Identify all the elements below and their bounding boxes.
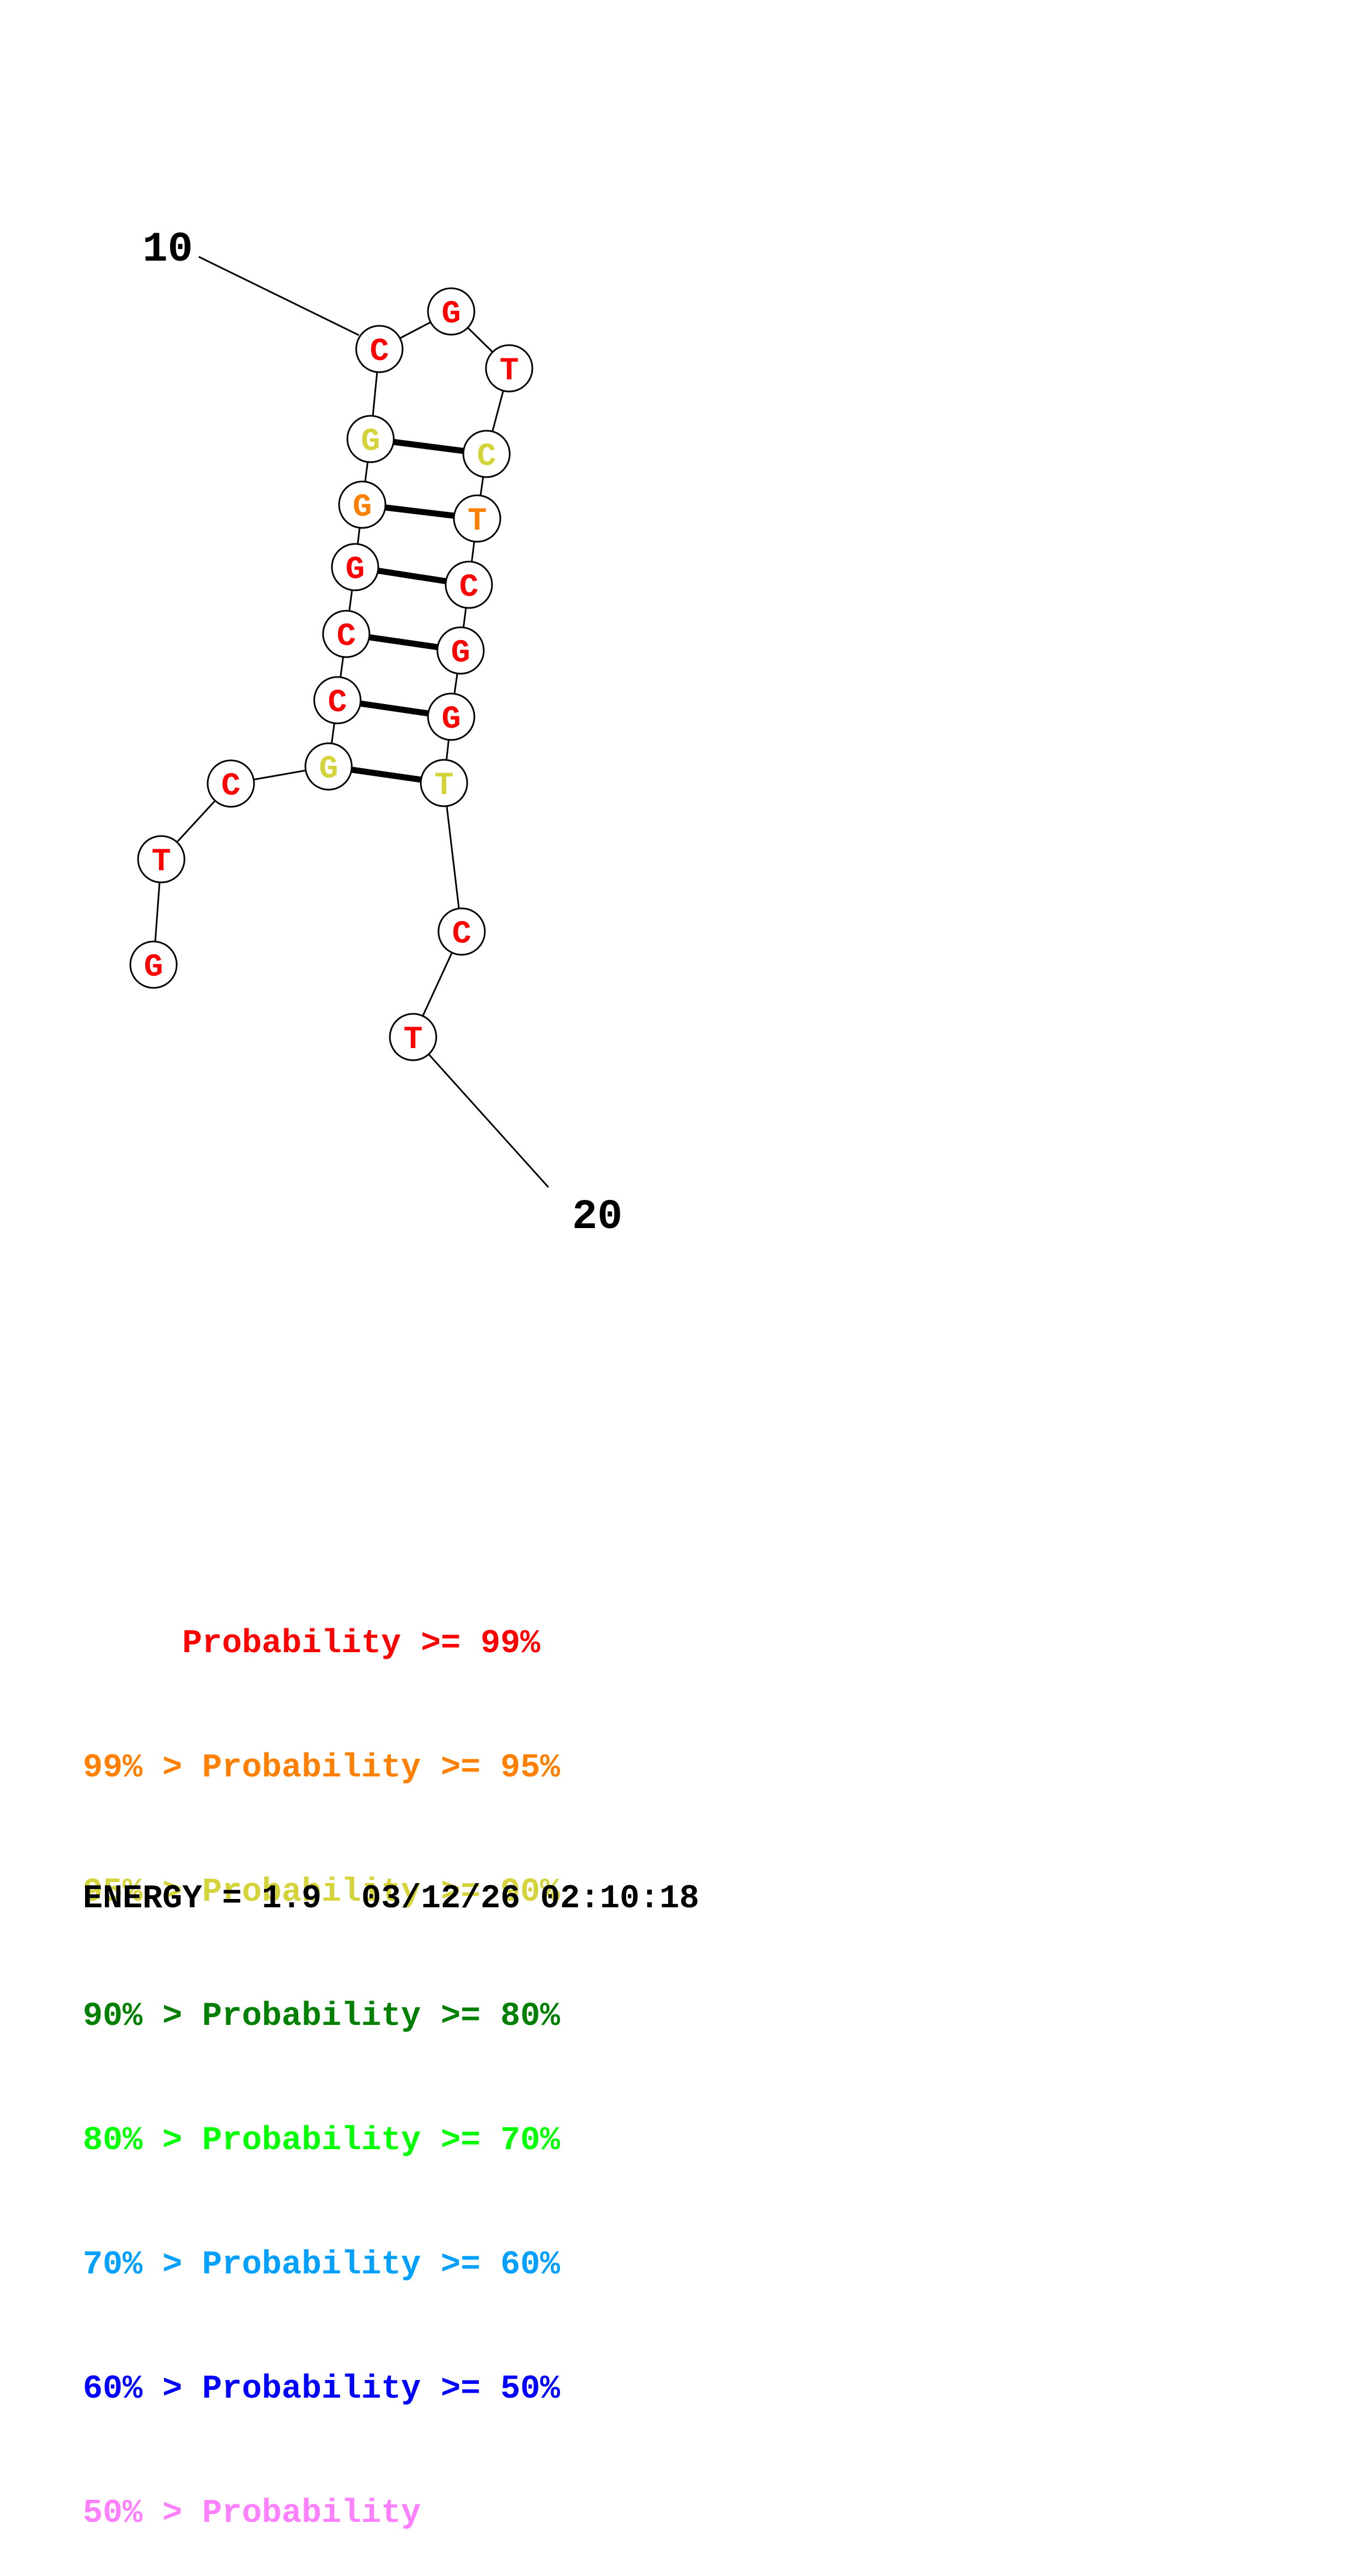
nucleotide-base-label: G xyxy=(353,490,372,526)
nucleotide-base-label: T xyxy=(435,768,454,804)
nucleotide-base-label: T xyxy=(468,504,487,539)
nucleotide-circle xyxy=(331,543,379,591)
legend-line-p50: 60% > Probability >= 50% xyxy=(83,2371,561,2408)
nucleotide-13: C xyxy=(462,430,511,478)
nucleotide-base-label: G xyxy=(361,424,380,460)
nucleotide-11: G xyxy=(427,287,475,336)
nucleotide-circle xyxy=(427,287,475,336)
nucleotide-14: T xyxy=(453,494,501,543)
probability-legend: Probability >= 99% 99% > Probability >= … xyxy=(83,1541,560,2576)
nucleotide-circle xyxy=(485,344,533,393)
nucleotide-circle xyxy=(420,759,468,807)
nucleotide-base-label: G xyxy=(442,297,461,332)
backbone-segment xyxy=(443,782,463,932)
index-tick-line xyxy=(198,256,360,336)
nucleotide-3: C xyxy=(207,759,255,808)
index-label-20: 20 xyxy=(572,1193,622,1241)
legend-line-p60: 70% > Probability >= 60% xyxy=(83,2246,561,2284)
nucleotide-circle xyxy=(338,480,387,529)
nucleotide-12: T xyxy=(485,344,533,393)
nucleotide-base-label: C xyxy=(370,334,389,370)
nucleotide-circle xyxy=(322,610,371,658)
legend-line-p95: 99% > Probability >= 95% xyxy=(83,1749,561,1787)
nucleotide-base-label: C xyxy=(452,917,472,953)
nucleotide-9: G xyxy=(346,415,395,463)
nucleotide-circle xyxy=(207,759,255,808)
nucleotide-base-label: G xyxy=(144,950,163,986)
nucleotide-base-label: C xyxy=(459,570,479,606)
nucleotide-circle xyxy=(445,560,493,609)
nucleotide-base-label: G xyxy=(346,552,365,588)
nucleotide-8: G xyxy=(338,480,387,529)
nucleotide-circle xyxy=(355,325,404,373)
nucleotide-circle xyxy=(436,626,485,675)
nucleotide-base-label: G xyxy=(451,636,471,671)
nucleotide-10: C xyxy=(355,325,404,373)
nucleotide-circle xyxy=(313,676,362,724)
index-label-10: 10 xyxy=(142,226,193,273)
nucleotide-20: T xyxy=(389,1013,437,1061)
index-labels: 10 20 xyxy=(142,226,622,1241)
legend-line-plt50: 50% > Probability xyxy=(83,2495,421,2532)
nucleotide-7: G xyxy=(331,543,379,591)
legend-line-p99: Probability >= 99% xyxy=(83,1625,541,1663)
nucleotide-base-label: C xyxy=(221,769,241,805)
nucleotide-circle xyxy=(462,430,511,478)
nucleotide-base-label: T xyxy=(500,353,519,389)
nucleotide-circle xyxy=(389,1013,437,1061)
nucleotide-circle xyxy=(304,742,353,791)
nucleotide-circle xyxy=(453,494,501,543)
nucleotide-17: G xyxy=(427,692,475,741)
nucleotide-15: C xyxy=(445,560,493,609)
nucleotide-circle xyxy=(427,692,475,741)
nucleotide-base-label: T xyxy=(152,844,171,880)
nucleotide-2: T xyxy=(137,835,186,884)
nucleotide-base-label: C xyxy=(477,439,496,475)
nucleotide-18: T xyxy=(420,759,468,807)
nucleotide-1: G xyxy=(129,940,178,989)
nucleotide-circle xyxy=(346,415,395,463)
legend-line-p70: 80% > Probability >= 70% xyxy=(83,2122,561,2160)
nucleotide-base-label: C xyxy=(328,685,347,721)
legend-line-p90: 95% > Probability >= 90% xyxy=(83,1874,561,1911)
nucleotide-16: G xyxy=(436,626,485,675)
energy-timestamp-line: ENERGY = 1.9 03/12/26 02:10:18 xyxy=(83,1880,700,1918)
index-tick-line xyxy=(428,1054,549,1188)
nucleotide-base-label: G xyxy=(442,702,461,738)
nucleotide-circle xyxy=(437,907,486,956)
nucleotide-base-label: C xyxy=(337,619,356,655)
nucleotide-circle xyxy=(137,835,186,884)
nucleotide-4: G xyxy=(304,742,353,791)
nucleotide-circle xyxy=(129,940,178,989)
nucleotide-base-label: T xyxy=(404,1022,423,1058)
nucleotide-base-label: G xyxy=(319,752,339,787)
nucleotide-6: C xyxy=(322,610,371,658)
nucleotide-19: C xyxy=(437,907,486,956)
nucleotide-5: C xyxy=(313,676,362,724)
legend-line-p80: 90% > Probability >= 80% xyxy=(83,1998,561,2035)
